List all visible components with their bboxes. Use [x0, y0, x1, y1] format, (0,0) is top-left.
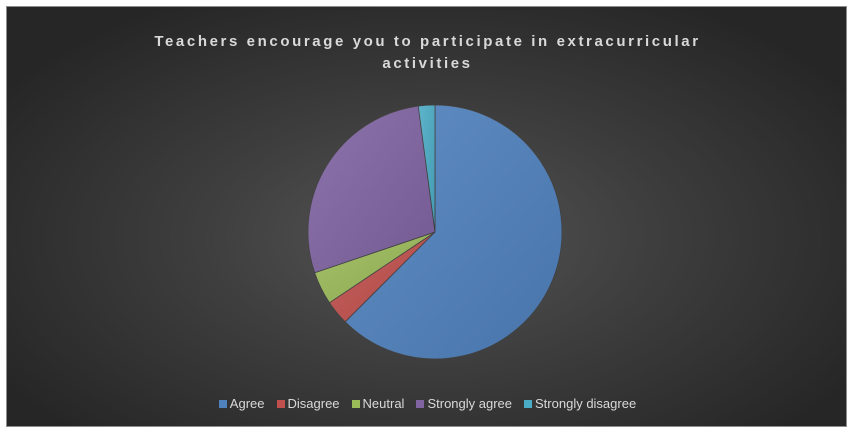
legend-swatch	[524, 399, 533, 408]
pie-chart	[307, 104, 563, 360]
legend-label: Disagree	[287, 396, 340, 411]
chart-legend: Agree Disagree Neutral Strongly agree Strong…	[7, 396, 848, 411]
pie-slice-strongly-disagree-shade	[418, 104, 435, 232]
chart-area: Teachers encourage you to participate in…	[6, 6, 847, 427]
chart-title: Teachers encourage you to participate in…	[154, 33, 701, 72]
legend-label: Strongly disagree	[535, 396, 637, 411]
pie-slice-neutral-shade	[314, 232, 435, 303]
pie-slices	[307, 104, 563, 360]
pie-slice-agree-shade	[345, 105, 563, 359]
pie-slice-strongly-agree-shade	[308, 106, 435, 273]
legend-item-strongly-disagree: Strongly disagree	[524, 396, 636, 411]
legend-item-disagree: Disagree	[276, 396, 340, 411]
legend-swatch	[351, 399, 360, 408]
legend-swatch	[416, 399, 425, 408]
legend-swatch	[218, 399, 227, 408]
legend-item-strongly-agree: Strongly agree	[416, 396, 512, 411]
pie-slice-disagree-shade	[329, 232, 435, 322]
legend-label: Neutral	[362, 396, 405, 411]
legend-label: Agree	[229, 396, 265, 411]
legend-item-neutral: Neutral	[351, 396, 405, 411]
legend-label: Strongly agree	[427, 396, 513, 411]
legend-swatch	[276, 399, 285, 408]
legend-item-agree: Agree	[218, 396, 265, 411]
